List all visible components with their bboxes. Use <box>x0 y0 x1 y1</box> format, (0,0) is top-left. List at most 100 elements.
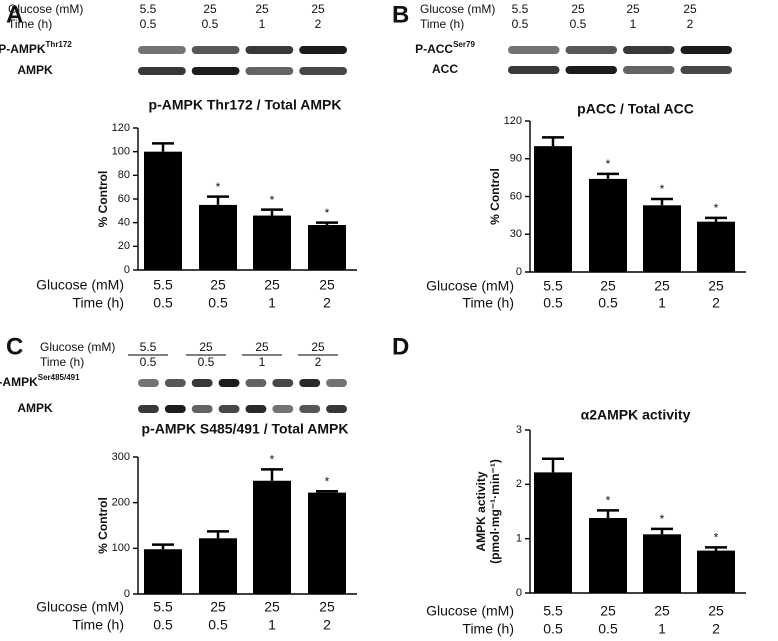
x-tick-label: 25 <box>210 599 226 615</box>
x-tick-label-2: 0.5 <box>208 617 228 633</box>
error-bar <box>152 142 174 152</box>
x-tick-label: 5.5 <box>153 599 173 615</box>
blot-band <box>326 379 347 387</box>
blot-header-value: 0.5 <box>570 17 587 31</box>
error-bar <box>542 136 564 147</box>
x-tick-label-2: 0.5 <box>153 295 173 311</box>
x-tick-label-2: 2 <box>712 621 720 637</box>
blot-band <box>164 379 186 387</box>
blot-header-value: 1 <box>259 355 266 369</box>
error-bar <box>207 195 229 205</box>
x-tick-label: 25 <box>264 599 280 615</box>
blot-band <box>623 66 675 74</box>
error-bar <box>597 509 619 519</box>
blot-header-value: 2 <box>687 17 694 31</box>
blot-label-text: P-AMPK <box>0 42 46 56</box>
blot-band <box>191 67 240 75</box>
x-row-label: Glucose (mM) <box>426 603 514 619</box>
y-axis-label-units: (pmol·mg⁻¹·min⁻¹) <box>488 459 502 564</box>
blot-header-value: 0.5 <box>140 17 157 31</box>
blot-band <box>245 405 267 413</box>
blot-band <box>191 405 213 413</box>
blot-label: P-AMPKSer485/491 <box>0 373 80 389</box>
blot-header-value: 25 <box>683 2 697 16</box>
significance: * <box>606 157 611 171</box>
blot-band <box>272 405 294 413</box>
blot-label: P-ACCSer79 <box>415 40 475 56</box>
blot-header-value: 25 <box>203 2 217 16</box>
panel-letter: C <box>6 333 23 360</box>
blot-band <box>245 379 267 387</box>
blot-header-label: Glucose (mM) <box>420 2 495 16</box>
x-row-label: Glucose (mM) <box>36 599 124 615</box>
significance: * <box>606 494 611 508</box>
y-tick-label: 200 <box>112 497 130 509</box>
blot-band <box>508 66 560 74</box>
blot-band <box>299 46 347 54</box>
blot-band <box>299 67 347 75</box>
y-axis-label: % Control <box>488 168 502 225</box>
x-tick-label: 25 <box>654 603 670 619</box>
x-tick-label: 25 <box>708 603 724 619</box>
blot-header-label: Glucose (mM) <box>8 2 83 16</box>
blot-band <box>138 405 159 413</box>
error-bar <box>316 490 338 493</box>
bar <box>534 472 572 593</box>
blot-label-text: AMPK <box>17 63 53 77</box>
bar <box>697 550 735 593</box>
blot-label-text: AMPK <box>17 401 53 415</box>
bar <box>308 225 346 270</box>
x-tick-label: 25 <box>210 277 226 293</box>
blot-band <box>218 405 240 413</box>
x-tick-label: 25 <box>600 603 616 619</box>
x-row-label: Glucose (mM) <box>426 278 514 294</box>
y-tick-label: 0 <box>516 266 522 278</box>
blot-header-value: 25 <box>311 2 325 16</box>
x-tick-label: 5.5 <box>543 278 563 294</box>
blot-label-text: ACC <box>432 62 458 76</box>
x-tick-label-2: 1 <box>268 617 276 633</box>
blot-band <box>272 379 294 387</box>
x-tick-label: 25 <box>708 278 724 294</box>
x-tick-label-2: 0.5 <box>598 295 618 311</box>
blot-header-value: 2 <box>315 17 322 31</box>
x-tick-label-2: 2 <box>323 295 331 311</box>
significance: * <box>325 474 330 488</box>
y-tick-label: 0 <box>516 587 522 599</box>
y-tick-label: 3 <box>516 424 522 436</box>
x-tick-label-2: 2 <box>323 617 331 633</box>
y-tick-label: 20 <box>118 240 130 252</box>
y-tick-label: 120 <box>504 115 522 127</box>
y-tick-label: 40 <box>118 217 130 229</box>
y-tick-label: 90 <box>510 153 522 165</box>
y-tick-label: 100 <box>112 146 130 158</box>
error-bar <box>316 221 338 226</box>
blot-header-label: Time (h) <box>40 355 84 369</box>
bar <box>697 221 735 272</box>
x-tick-label-2: 0.5 <box>543 621 563 637</box>
x-tick-label-2: 2 <box>712 295 720 311</box>
blot-header-value: 25 <box>571 2 585 16</box>
x-tick-label-2: 0.5 <box>543 295 563 311</box>
blot-band <box>680 46 732 54</box>
x-tick-label-2: 1 <box>658 621 666 637</box>
x-tick-label-2: 1 <box>658 295 666 311</box>
blot-header-value: 1 <box>630 17 637 31</box>
blot-label-text: P-AMPK <box>0 375 38 389</box>
y-tick-label: 1 <box>516 533 522 545</box>
x-tick-label: 25 <box>319 277 335 293</box>
error-bar <box>597 172 619 179</box>
significance: * <box>660 182 665 196</box>
y-tick-label: 300 <box>112 451 130 463</box>
error-bar <box>152 543 174 550</box>
blot-label-sup: Thr172 <box>46 40 73 49</box>
bar <box>643 205 681 272</box>
blot-header-value: 25 <box>626 2 640 16</box>
blot-header-value: 0.5 <box>198 355 215 369</box>
blot-band <box>299 405 321 413</box>
chart-title: α2AMPK activity <box>581 407 691 423</box>
chart-title: p-AMPK S485/491 / Total AMPK <box>142 421 349 437</box>
error-bar <box>207 530 229 539</box>
blot-label-sup: Ser485/491 <box>38 373 80 382</box>
blot-band <box>191 46 240 54</box>
